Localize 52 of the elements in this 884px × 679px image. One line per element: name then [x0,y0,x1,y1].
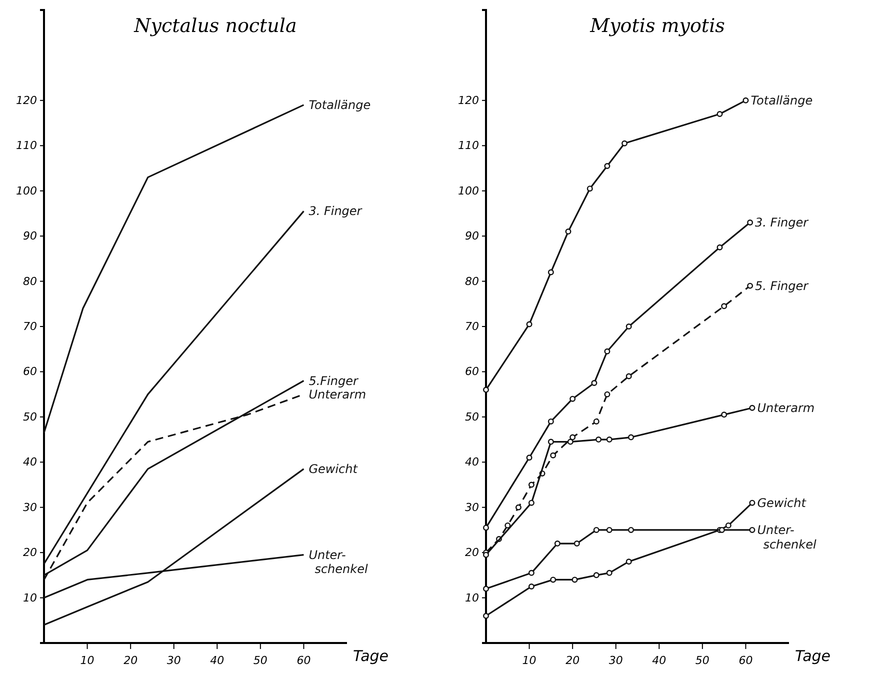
y-tick-label: 20 [23,546,37,560]
y-tick-label: 80 [465,274,479,288]
y-tick-label: 40 [465,456,479,469]
y-tick-label: 10 [465,591,479,604]
y-tick-label: 10 [23,591,37,604]
y-tick-label: 50 [23,410,37,424]
chart-title: Myotis myotis [589,15,726,37]
y-tick-label: 90 [465,230,479,243]
y-tick-label: 80 [23,274,37,288]
series-label: Gewicht [308,462,359,476]
series-label: Unter- schenkel [757,522,817,552]
x-axis-title: Tage [353,647,389,665]
y-tick-label: 20 [465,546,479,560]
y-tick-label: 70 [23,320,37,334]
x-tick-label: 40 [210,654,224,668]
y-tick-label: 100 [458,184,479,198]
x-axis-title: Tage [795,647,831,665]
x-tick-label: 40 [652,654,666,668]
x-tick-label: 20 [124,654,138,668]
series-label: Unterarm [308,387,366,402]
x-tick-label: 10 [522,654,536,668]
y-tick-label: 60 [23,365,37,378]
x-tick-label: 30 [166,654,181,668]
x-tick-label: 20 [566,654,580,668]
chart-title: Nyctalus noctula [133,15,297,37]
y-tick-label: 110 [16,139,37,152]
x-tick-label: 50 [253,654,268,668]
y-tick-label: 30 [465,500,479,514]
y-tick-label: 60 [465,365,479,378]
x-tick-label: 60 [738,654,753,668]
series-label: Unterarm [757,400,815,415]
series-label: Totallänge [308,98,371,112]
y-tick-label: 110 [458,139,479,152]
series-label: Gewicht [757,496,808,510]
series-label: Totallänge [750,93,813,108]
x-tick-label: 10 [80,654,94,668]
y-tick-label: 70 [465,320,479,334]
series-label: 3. Finger [755,216,810,230]
series-label: 5.Finger [308,374,360,388]
y-tick-label: 120 [16,94,37,107]
y-tick-label: 40 [23,456,37,469]
x-tick-label: 30 [608,654,623,668]
series-label: 3. Finger [308,204,363,218]
x-tick-label: 60 [296,654,311,668]
series-label: 5. Finger [755,278,810,293]
y-tick-label: 120 [458,94,479,107]
series-label: Unter- schenkel [308,548,368,576]
y-tick-label: 100 [16,184,37,198]
y-tick-label: 50 [465,410,479,424]
x-tick-label: 50 [695,654,710,668]
y-tick-label: 90 [23,230,37,243]
y-tick-label: 30 [23,500,37,514]
